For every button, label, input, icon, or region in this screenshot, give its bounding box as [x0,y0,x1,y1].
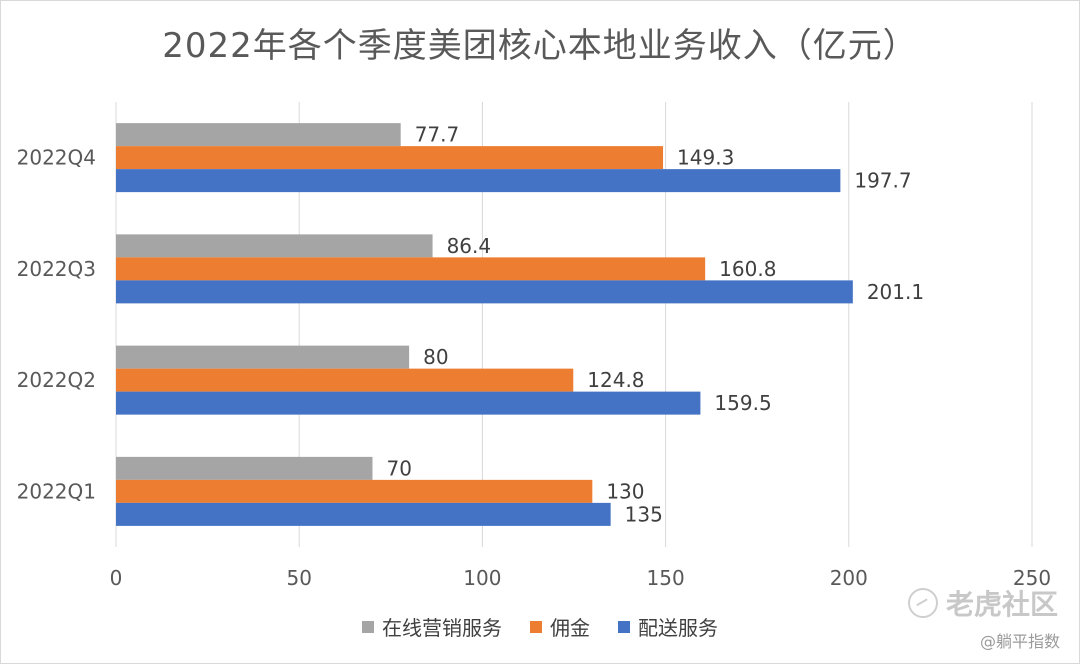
x-tick-label: 100 [463,566,501,590]
data-label: 130 [606,479,644,503]
data-label: 160.8 [719,257,776,281]
bar [116,169,841,193]
x-tick-label: 150 [647,566,685,590]
data-label: 197.7 [854,169,911,193]
bar [116,257,706,281]
bar [116,234,433,258]
data-label: 80 [423,345,448,369]
legend-label: 佣金 [550,616,590,640]
legend-label: 在线营销服务 [382,616,502,640]
tiger-logo-icon [907,588,938,618]
bar [116,502,611,526]
y-category-label: 2022Q2 [17,368,96,392]
data-label: 77.7 [415,123,460,147]
bar [116,368,574,392]
bar [116,479,593,503]
data-label: 86.4 [447,234,492,258]
bar [116,280,853,304]
data-label: 159.5 [714,391,771,415]
legend-swatch [530,620,542,633]
data-label: 149.3 [677,146,734,170]
data-label: 124.8 [587,368,644,392]
data-label: 201.1 [867,280,924,304]
legend-swatch [618,620,630,633]
x-tick-label: 200 [830,566,868,590]
x-tick-label: 50 [286,566,311,590]
bar [116,146,664,170]
watermark-handle: @躺平指数 [979,632,1060,651]
data-label: 135 [625,502,663,526]
bar [116,456,373,480]
watermark: 老虎社区 [907,583,1058,623]
y-category-label: 2022Q1 [17,479,96,503]
legend-item: 在线营销服务 [362,612,502,641]
y-category-label: 2022Q4 [17,146,96,170]
data-label: 70 [386,456,411,480]
x-tick-label: 0 [110,566,123,590]
bar [116,345,410,369]
legend-item: 佣金 [530,612,590,641]
watermark-brand: 老虎社区 [945,588,1058,621]
y-category-label: 2022Q3 [17,257,96,281]
legend-swatch [362,620,374,633]
chart-legend: 在线营销服务 佣金 配送服务 [0,612,1080,641]
x-tick-label: 250 [1013,566,1051,590]
legend-item: 配送服务 [618,612,718,641]
bar [116,123,401,147]
chart-title: 2022年各个季度美团核心本地业务收入（亿元） [162,26,918,66]
legend-label: 配送服务 [638,616,718,640]
bar [116,391,701,415]
